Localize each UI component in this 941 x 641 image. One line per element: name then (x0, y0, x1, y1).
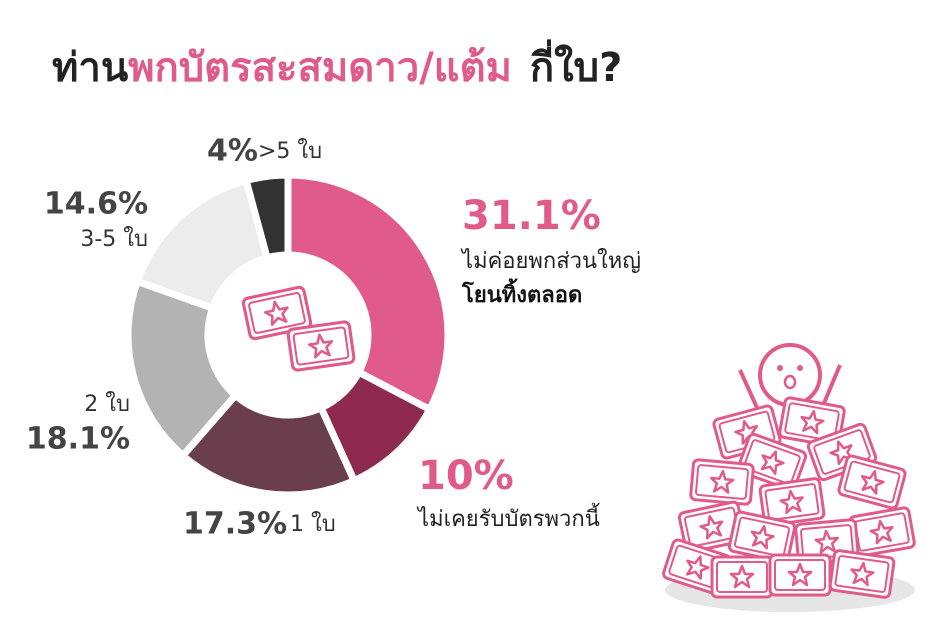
donut-slice (124, 276, 241, 461)
category-label: ไม่ค่อยพกส่วนใหญ่ (460, 248, 641, 274)
donut-slice (241, 171, 292, 263)
title-part: ท่าน (52, 45, 128, 91)
value-label: 10% (418, 453, 514, 499)
donut (124, 171, 452, 499)
category-label: 1 ใบ (290, 511, 336, 537)
donut-slice (284, 171, 452, 415)
title-part: พกบัตรสะสมดาว/แต้ม (128, 45, 512, 91)
chart-title: ท่านพกบัตรสะสมดาว/แต้ม กี่ใบ? (52, 39, 622, 91)
value-label: 18.1% (26, 422, 130, 457)
category-label: ไม่เคยรับบัตรพวกนี้ (416, 503, 600, 532)
value-label: 31.1% (462, 193, 601, 239)
value-label: 4% (207, 134, 258, 169)
value-label: 17.3% (183, 507, 287, 542)
category-label: โยนทิ้งตลอด (461, 278, 582, 308)
donut-slice (177, 390, 359, 499)
illustration (660, 343, 917, 612)
category-label: 3-5 ใบ (80, 226, 148, 252)
category-label: 2 ใบ (84, 391, 130, 417)
title-part: กี่ใบ? (530, 39, 622, 91)
category-label: >5 ใบ (258, 138, 322, 164)
value-label: 14.6% (44, 187, 148, 222)
